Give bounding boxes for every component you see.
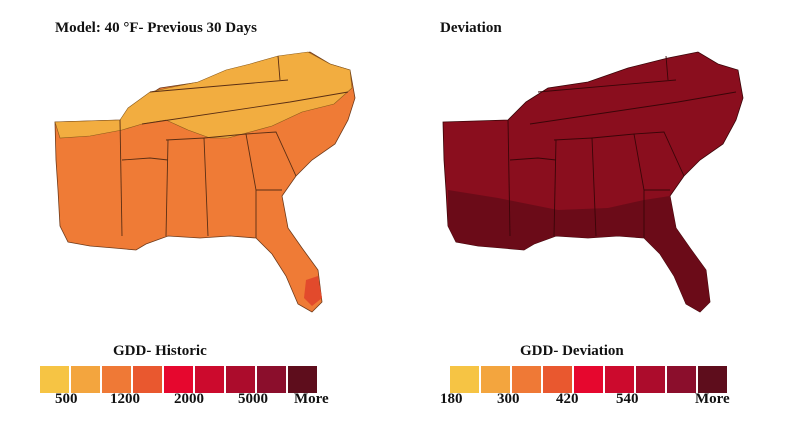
- gulf-coast-region: [448, 190, 710, 312]
- deviation-tick-more: More: [695, 391, 730, 407]
- historic-legend-title: GDD- Historic: [113, 343, 207, 359]
- deviation-swatch-3: [512, 366, 541, 393]
- deviation-swatch-2: [481, 366, 510, 393]
- deviation-tick-420: 420: [556, 391, 579, 407]
- deviation-gdd-map: [442, 51, 744, 313]
- deviation-swatch-7: [636, 366, 665, 393]
- historic-swatch-2: [71, 366, 100, 393]
- state-boundaries: [119, 55, 349, 238]
- deviation-swatch-8: [667, 366, 696, 393]
- deviation-legend-title: GDD- Deviation: [520, 343, 624, 359]
- deviation-swatch-4: [543, 366, 572, 393]
- historic-swatch-1: [40, 366, 69, 393]
- deviation-swatch-9: [698, 366, 727, 393]
- historic-swatch-6: [195, 366, 224, 393]
- historic-swatch-9: [288, 366, 317, 393]
- deviation-swatch-1: [450, 366, 479, 393]
- deviation-swatch-6: [605, 366, 634, 393]
- historic-swatch-3: [102, 366, 131, 393]
- deviation-map-title: Deviation: [440, 20, 502, 36]
- deviation-tick-300: 300: [497, 391, 520, 407]
- state-boundaries: [507, 55, 737, 238]
- historic-tick-5000: 5000: [238, 391, 268, 407]
- historic-tick-1200: 1200: [110, 391, 140, 407]
- deviation-swatch-5: [574, 366, 603, 393]
- historic-swatch-4: [133, 366, 162, 393]
- deviation-tick-180: 180: [440, 391, 463, 407]
- deviation-legend-swatches: [450, 366, 729, 393]
- historic-swatch-7: [226, 366, 255, 393]
- historic-tick-more: More: [294, 391, 329, 407]
- historic-tick-500: 500: [55, 391, 78, 407]
- historic-legend-swatches: [40, 366, 319, 393]
- south-florida-hotspot: [304, 276, 322, 306]
- historic-map-title: Model: 40 °F- Previous 30 Days: [55, 20, 257, 36]
- historic-tick-2000: 2000: [174, 391, 204, 407]
- historic-gdd-map: [54, 51, 356, 313]
- historic-swatch-8: [257, 366, 286, 393]
- deviation-tick-540: 540: [616, 391, 639, 407]
- historic-swatch-5: [164, 366, 193, 393]
